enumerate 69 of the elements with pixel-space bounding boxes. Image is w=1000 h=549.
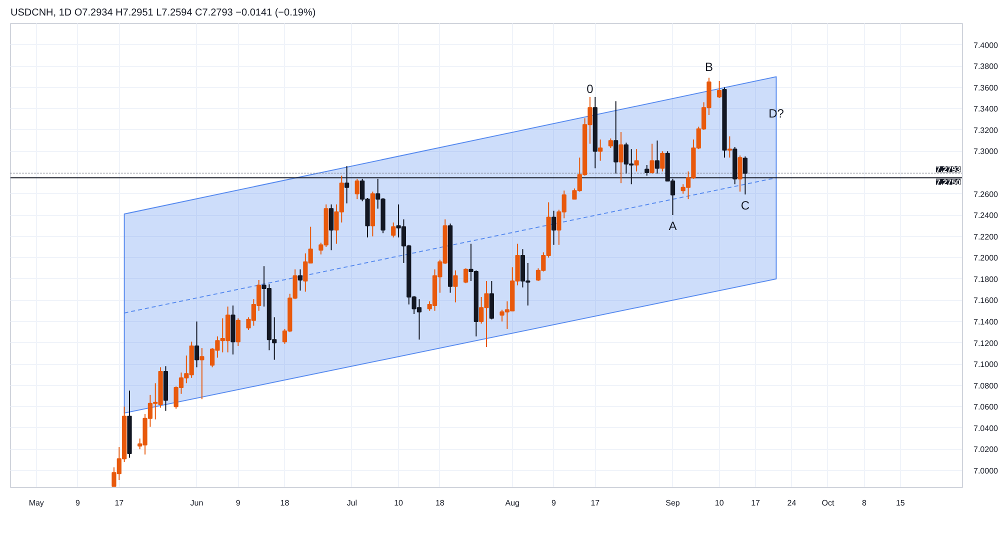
candlestick [298,268,303,292]
candlestick [727,136,732,158]
y-tick-label: 7.2600 [974,190,999,199]
x-tick-label: 10 [394,498,404,508]
y-tick-label: 7.3800 [974,62,999,72]
y-tick-label: 7.0400 [974,424,999,433]
candlestick [194,320,200,368]
candlestick [551,210,556,246]
candlestick [654,140,660,174]
candlestick [608,138,613,149]
candlestick [236,318,240,346]
x-tick-label: Sep [666,498,680,508]
candlestick [354,178,360,200]
y-tick-label: 7.0600 [974,402,999,412]
ref-line-label: 7.2793 [936,165,962,174]
candlestick [644,164,650,176]
candlestick [328,204,334,251]
candlestick [634,148,639,172]
y-tick-label: 7.0000 [974,466,999,476]
candlestick [614,100,618,174]
y-tick-label: 7.2000 [974,254,999,263]
x-tick-label: Jun [190,498,204,508]
annotation: 0 [586,82,594,96]
x-tick-label: 24 [787,498,797,508]
x-tick-label: 18 [280,498,290,508]
x-tick-label: 17 [114,498,124,508]
y-tick-label: 7.1200 [974,338,999,348]
y-tick-label: 7.3600 [974,83,999,92]
candlestick [598,139,603,162]
candlestick [618,132,624,184]
ref-line-label: 7.2750 [936,178,962,187]
chart-title: USDCNH, 1D O7.2934 H7.2951 L7.2594 C7.2793 −0.0141 (−0.19%) [10,8,316,18]
y-tick-label: 7.3400 [974,104,999,114]
y-tick-label: 7.1400 [974,317,999,326]
candlestick [650,143,654,174]
annotation: D? [768,106,784,121]
x-tick-label: Oct [822,498,835,508]
x-tick-label: 9 [552,498,557,508]
x-tick-label: May [28,498,44,508]
y-tick-label: 7.2400 [974,211,999,220]
x-tick-label: 8 [862,498,867,508]
annotation: A [668,219,677,234]
x-tick-label: 9 [236,498,241,508]
candlestick [453,270,458,303]
x-tick-label: Aug [505,498,520,508]
y-tick-label: 7.2200 [974,232,999,242]
y-tick-label: 7.3200 [974,126,999,135]
candlestick [200,348,204,400]
x-tick-label: 17 [751,498,761,508]
candlestick [717,80,722,98]
candlestick [463,268,468,284]
x-tick-label: 17 [590,498,600,508]
x-tick-label: 18 [435,498,445,508]
y-tick-label: 7.1800 [974,274,999,284]
candlestick [391,222,396,238]
y-tick-label: 7.3000 [974,147,999,156]
candlestick [738,154,742,192]
y-tick-label: 7.0200 [974,445,999,454]
y-tick-label: 7.1000 [974,360,999,370]
y-tick-label: 7.0800 [974,381,999,390]
x-tick-label: 9 [76,498,81,508]
y-tick-label: 7.4000 [974,40,999,50]
annotation: C [740,198,750,212]
x-tick-label: 15 [896,498,906,508]
candlestick [660,150,665,172]
y-tick-label: 7.1600 [974,296,999,306]
x-tick-label: Jul [346,498,358,508]
x-tick-label: 10 [714,498,724,508]
annotation: B [704,60,713,74]
